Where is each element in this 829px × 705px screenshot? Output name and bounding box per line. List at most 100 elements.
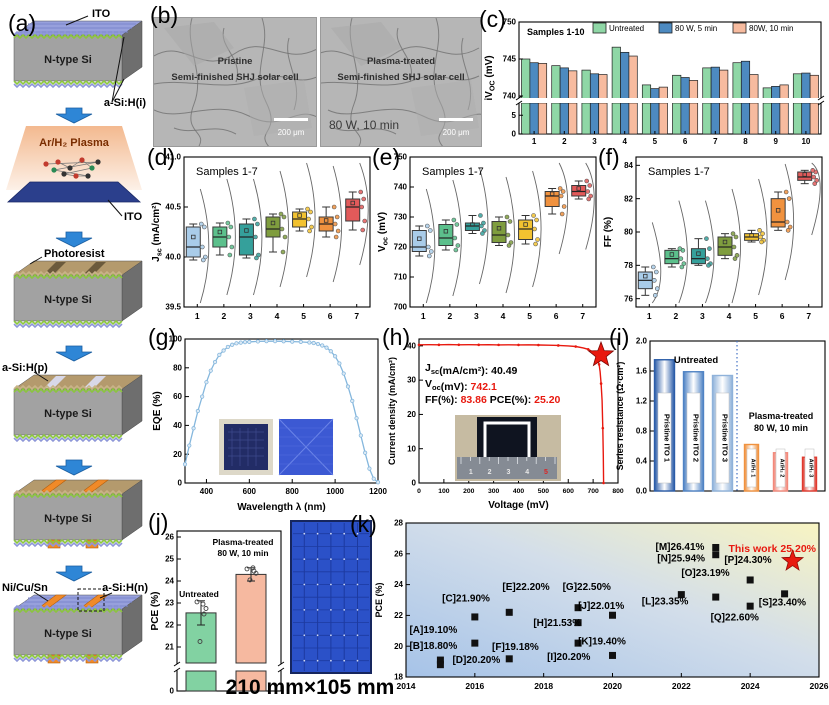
svg-text:10: 10: [801, 137, 810, 146]
svg-text:5: 5: [301, 311, 306, 321]
svg-text:5: 5: [653, 137, 658, 146]
svg-text:a-Si:H(p): a-Si:H(p): [2, 362, 48, 374]
svg-text:2: 2: [221, 311, 226, 321]
svg-text:6: 6: [683, 137, 688, 146]
svg-text:[I]20.20%: [I]20.20%: [547, 652, 590, 663]
svg-text:2024: 2024: [741, 681, 760, 691]
svg-text:3: 3: [474, 311, 479, 321]
svg-text:FF (%): FF (%): [603, 217, 614, 248]
micrograph-plasma-treated: Plasma-treated Semi-finished SHJ solar c…: [320, 17, 482, 147]
panel-label-d: (d): [147, 144, 176, 170]
svg-text:Samples 1-7: Samples 1-7: [196, 166, 258, 178]
svg-text:78: 78: [624, 261, 633, 270]
svg-text:76: 76: [624, 294, 633, 303]
svg-text:80 W, 10 min: 80 W, 10 min: [754, 423, 808, 433]
svg-text:Untreated: Untreated: [179, 589, 219, 599]
svg-text:6: 6: [554, 311, 559, 321]
svg-text:Samples 1-7: Samples 1-7: [422, 166, 484, 178]
svg-text:[K]19.40%: [K]19.40%: [578, 637, 626, 648]
svg-text:40.5: 40.5: [165, 203, 181, 212]
svg-text:PCE (%): PCE (%): [150, 592, 161, 631]
svg-text:4: 4: [501, 311, 506, 321]
svg-text:800: 800: [612, 488, 624, 495]
jsc-boxplot: 39.5 40.0 40.5 41.0 1 2 3 4 5 6 7 Jsc (mA/cm²) Sampl…: [151, 153, 371, 321]
svg-text:745: 745: [503, 55, 517, 64]
svg-text:Jsc(mA/cm²): 40.49: Jsc(mA/cm²): 40.49: [425, 362, 518, 377]
svg-text:6: 6: [328, 311, 333, 321]
process-step: [55, 565, 93, 582]
plasma-power-label: 80 W, 10 min: [329, 118, 400, 132]
svg-text:2016: 2016: [465, 681, 484, 691]
panel-label-c: (c): [479, 6, 506, 32]
svg-text:100: 100: [438, 488, 450, 495]
svg-text:[G]22.50%: [G]22.50%: [563, 582, 611, 593]
svg-text:[M]26.41%: [M]26.41%: [656, 542, 705, 553]
svg-text:20: 20: [173, 450, 182, 459]
svg-text:1.2: 1.2: [636, 397, 648, 406]
svg-text:Ar/H₂ Plasma: Ar/H₂ Plasma: [39, 137, 110, 149]
svg-text:22: 22: [394, 611, 403, 620]
svg-text:700: 700: [394, 303, 408, 312]
svg-text:7: 7: [354, 311, 359, 321]
svg-text:730: 730: [394, 213, 408, 222]
svg-text:Ar/H₂ 3: Ar/H₂ 3: [808, 459, 814, 478]
svg-text:7: 7: [806, 311, 811, 321]
svg-text:1: 1: [421, 311, 426, 321]
series-resistance-bars: 0.0 0.4 0.8 1.2 1.6 2.0 Pristine ITO 1 Pristine…: [615, 337, 826, 496]
svg-text:Voc (mV): Voc (mV): [377, 212, 390, 252]
svg-text:[L]23.35%: [L]23.35%: [642, 597, 689, 608]
svg-text:1.6: 1.6: [636, 367, 648, 376]
svg-text:[H]21.53%: [H]21.53%: [533, 618, 581, 629]
svg-text:Series resistance (Ω·cm²): Series resistance (Ω·cm²): [615, 362, 625, 471]
svg-text:Pristine ITO 3: Pristine ITO 3: [721, 414, 730, 462]
panel-label-a: (a): [8, 10, 37, 36]
svg-text:[P]24.30%: [P]24.30%: [724, 555, 771, 566]
svg-text:750: 750: [394, 153, 408, 162]
svg-text:2018: 2018: [534, 681, 553, 691]
svg-text:18: 18: [394, 673, 403, 682]
svg-text:[D]20.20%: [D]20.20%: [452, 655, 500, 666]
svg-text:30: 30: [407, 376, 416, 385]
svg-text:[B]18.80%: [B]18.80%: [409, 641, 457, 652]
svg-text:0.8: 0.8: [636, 427, 648, 436]
svg-text:400: 400: [513, 488, 525, 495]
svg-text:0: 0: [417, 488, 421, 495]
svg-text:Wavelength λ (nm): Wavelength λ (nm): [237, 502, 326, 513]
svg-text:22: 22: [165, 621, 174, 630]
svg-text:4: 4: [622, 137, 627, 146]
svg-text:2: 2: [562, 137, 567, 146]
svg-text:Voc(mV): 742.1: Voc(mV): 742.1: [425, 378, 497, 393]
svg-text:100: 100: [169, 335, 183, 344]
svg-text:0.0: 0.0: [636, 487, 648, 496]
svg-text:N-type Si: N-type Si: [44, 513, 92, 525]
panel-label-i: (i): [609, 324, 630, 350]
svg-text:0: 0: [412, 479, 417, 488]
svg-text:20: 20: [407, 410, 416, 419]
svg-text:3: 3: [248, 311, 253, 321]
svg-text:3: 3: [700, 311, 705, 321]
svg-text:21: 21: [165, 643, 174, 652]
svg-text:2022: 2022: [672, 681, 691, 691]
svg-text:3: 3: [592, 137, 597, 146]
process-step: N-type Si: [13, 479, 143, 549]
process-step: [55, 107, 93, 124]
svg-text:Ni/Cu/Sn: Ni/Cu/Sn: [2, 582, 48, 594]
svg-text:7: 7: [713, 137, 718, 146]
svg-text:24: 24: [394, 580, 403, 589]
svg-text:Ar/H₂ 2: Ar/H₂ 2: [779, 459, 785, 478]
svg-text:40: 40: [173, 421, 182, 430]
svg-text:2: 2: [447, 311, 452, 321]
svg-text:8: 8: [743, 137, 748, 146]
panel-label-f: (f): [598, 144, 620, 170]
svg-text:5: 5: [512, 111, 517, 120]
svg-text:This work 25.20%: This work 25.20%: [728, 543, 816, 555]
process-step: N-type Si ITO a-Si:H(i): [13, 8, 146, 109]
process-step: [55, 459, 93, 476]
svg-text:ITO: ITO: [92, 8, 111, 20]
svg-text:Samples 1-10: Samples 1-10: [527, 27, 585, 37]
svg-text:Ar/H₂ 1: Ar/H₂ 1: [750, 459, 756, 478]
svg-text:700: 700: [587, 488, 599, 495]
panel-label-b: (b): [150, 2, 179, 28]
svg-text:Plasma-treated: Plasma-treated: [213, 537, 274, 547]
